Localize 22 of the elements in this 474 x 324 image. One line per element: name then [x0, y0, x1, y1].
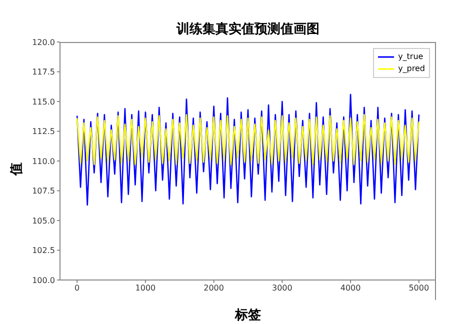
y-tick-label: 117.5: [32, 68, 55, 77]
y-tick-label: 120.0: [32, 38, 55, 47]
y-tick-label: 102.5: [32, 246, 55, 256]
y-tick-label: 112.5: [32, 127, 55, 136]
x-tick-label: 3000: [272, 284, 292, 293]
chart-title: 训练集真实值预测值画图: [175, 20, 320, 38]
x-tick-label: 2000: [204, 284, 224, 293]
x-axis-title: 标签: [234, 307, 262, 324]
y-tick-label: 107.5: [32, 186, 55, 196]
x-tick-label: 4000: [340, 284, 361, 293]
x-tick-label: 5000: [408, 284, 430, 293]
legend-label: y_true: [398, 51, 424, 63]
y-tick-label: 105.0: [32, 216, 55, 226]
line-series: [76, 114, 420, 166]
y-tick-label: 100.0: [32, 276, 55, 285]
y-axis-title: 值: [8, 162, 26, 176]
y-tick-label: 115.0: [32, 97, 55, 106]
line-series: [76, 94, 420, 206]
legend-label: y_pred: [398, 63, 425, 75]
x-tick-label: 1000: [135, 284, 156, 293]
x-tick-label: 0: [74, 284, 80, 293]
y-tick-label: 110.0: [32, 156, 55, 166]
